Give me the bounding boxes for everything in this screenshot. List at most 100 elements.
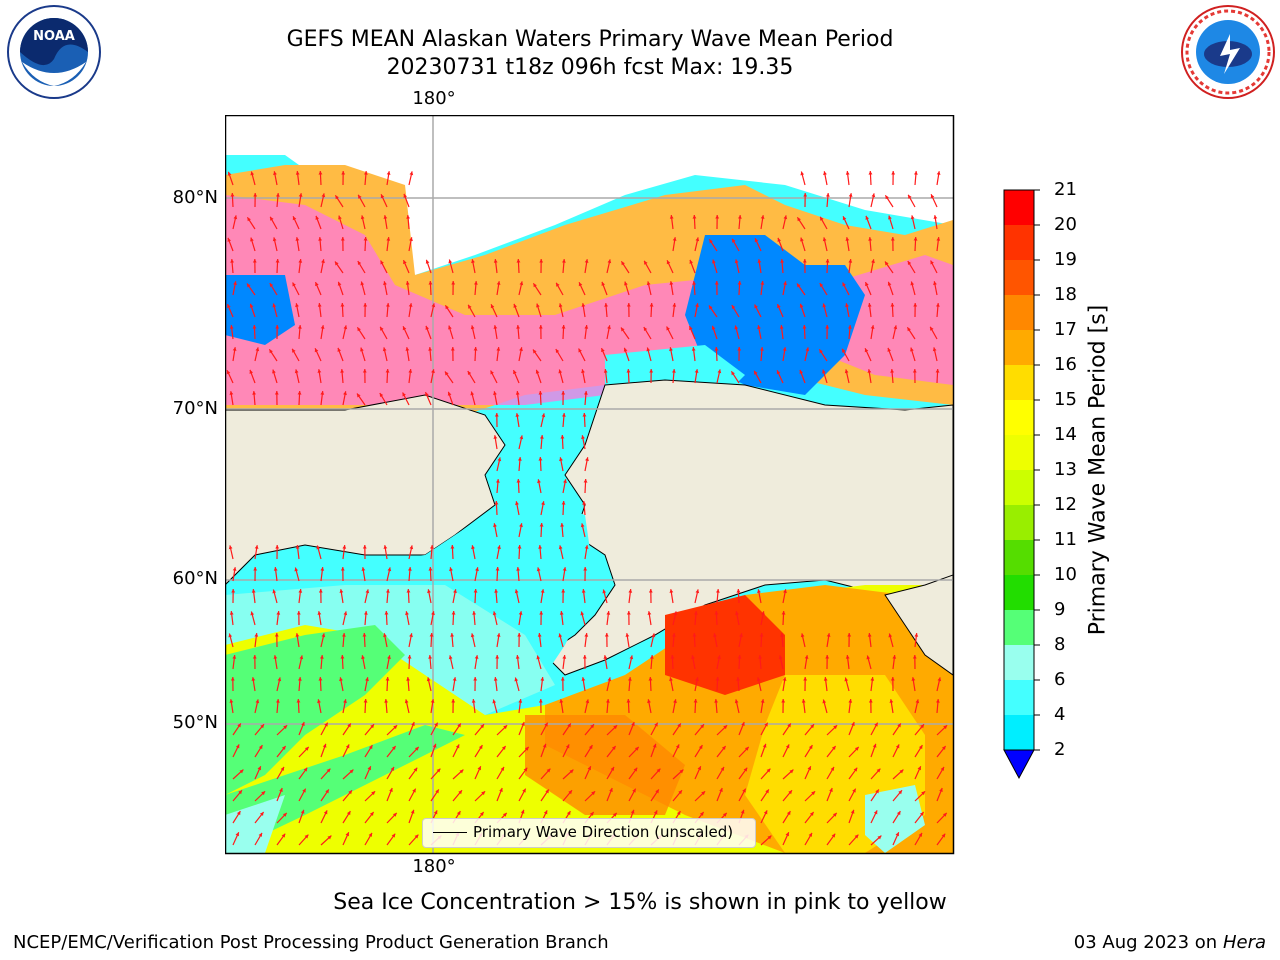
wave-arrow-head bbox=[609, 788, 613, 792]
wave-arrow-head bbox=[348, 790, 352, 795]
canada-land bbox=[884, 574, 953, 676]
wave-arrow-head bbox=[317, 303, 322, 307]
wave-arrow-head bbox=[539, 523, 544, 527]
wave-arrow-head bbox=[562, 567, 567, 571]
wave-arrow-head bbox=[273, 567, 278, 571]
wave-arrow-head bbox=[561, 391, 566, 395]
siberia-land bbox=[225, 394, 506, 586]
wave-arrow-head bbox=[737, 347, 742, 351]
wave-arrow-head bbox=[521, 722, 525, 726]
wave-arrow-head bbox=[672, 237, 677, 241]
wave-arrow-head bbox=[558, 369, 563, 374]
wave-arrow-head bbox=[914, 633, 919, 637]
wave-arrow-head bbox=[541, 501, 545, 506]
wave-arrow-head bbox=[296, 611, 301, 615]
wave-arrow-head bbox=[584, 545, 589, 549]
wave-arrow-head bbox=[514, 677, 519, 682]
wave-arrow-head bbox=[907, 327, 911, 332]
wave-arrow-head bbox=[493, 677, 498, 681]
wave-arrow-head bbox=[885, 195, 889, 200]
wave-arrow-head bbox=[409, 237, 413, 242]
wave-arrow-head bbox=[675, 744, 680, 749]
wave-arrow-head bbox=[744, 746, 749, 751]
wave-arrow-head bbox=[494, 589, 498, 593]
wave-arrow-head bbox=[910, 347, 914, 352]
wave-arrow-head bbox=[317, 699, 321, 704]
wave-arrow-head bbox=[493, 259, 498, 263]
wave-arrow-head bbox=[477, 766, 481, 771]
wave-arrow-head bbox=[428, 567, 433, 571]
wave-arrow-head bbox=[808, 745, 813, 750]
wave-arrow-head bbox=[917, 766, 921, 771]
wave-arrow-head bbox=[342, 545, 347, 549]
wave-arrow-head bbox=[540, 435, 544, 439]
wave-arrow-head bbox=[678, 790, 682, 795]
wave-arrow-head bbox=[538, 699, 543, 703]
wave-arrow-head bbox=[386, 589, 390, 593]
wave-arrow-head bbox=[425, 259, 430, 264]
wave-arrow-head bbox=[298, 259, 303, 263]
wave-arrow-head bbox=[360, 215, 365, 220]
wave-arrow-head bbox=[340, 237, 345, 241]
wave-arrow-head bbox=[228, 633, 233, 638]
wave-arrow-head bbox=[542, 743, 547, 748]
wave-arrow-head bbox=[339, 677, 343, 682]
wave-arrow-head bbox=[538, 545, 542, 549]
wave-arrow-head bbox=[867, 369, 872, 373]
wave-arrow-head bbox=[282, 812, 287, 817]
wave-arrow-head bbox=[692, 215, 697, 219]
wave-arrow-head bbox=[430, 545, 434, 549]
wave-arrow-head bbox=[346, 811, 351, 816]
wave-arrow-head bbox=[754, 370, 758, 375]
wave-arrow-head bbox=[854, 834, 859, 839]
wave-arrow-head bbox=[516, 259, 521, 263]
wave-arrow-head bbox=[562, 413, 566, 417]
wave-arrow-head bbox=[911, 677, 916, 681]
wave-arrow-head bbox=[610, 766, 614, 771]
wave-arrow-head bbox=[428, 655, 432, 659]
wave-arrow-head bbox=[314, 348, 319, 353]
wave-arrow-head bbox=[519, 435, 524, 440]
wave-arrow-head bbox=[714, 699, 718, 703]
colorbar-segment bbox=[1004, 575, 1034, 610]
wave-arrow-head bbox=[538, 325, 543, 329]
chart-title: GEFS MEAN Alaskan Waters Primary Wave Me… bbox=[286, 27, 894, 52]
wave-arrow-head bbox=[561, 589, 566, 593]
colorbar-tick-label: 21 bbox=[1054, 179, 1077, 200]
wave-arrow-head bbox=[890, 677, 895, 681]
wave-arrow-head bbox=[545, 789, 549, 794]
wave-arrow-head bbox=[877, 835, 882, 840]
wave-arrow-head bbox=[315, 215, 319, 220]
wave-arrow-head bbox=[393, 725, 398, 730]
wave-arrow-head bbox=[252, 655, 257, 659]
wave-arrow-head bbox=[646, 347, 651, 352]
wave-arrow-head bbox=[275, 545, 280, 549]
wave-arrow-head bbox=[357, 393, 361, 398]
wave-arrow-head bbox=[558, 303, 563, 308]
wave-arrow-head bbox=[250, 611, 255, 616]
wave-arrow-head bbox=[714, 281, 719, 285]
wave-arrow-head bbox=[623, 347, 628, 352]
footer-date-text: 03 Aug 2023 on bbox=[1073, 932, 1218, 953]
wave-arrow-head bbox=[473, 589, 478, 593]
wave-arrow-head bbox=[669, 281, 674, 285]
wave-arrow-head bbox=[321, 259, 325, 264]
wave-arrow-head bbox=[379, 393, 384, 397]
colorbar-tick-label: 12 bbox=[1054, 494, 1077, 515]
wave-arrow-head bbox=[516, 479, 521, 483]
wave-arrow-head bbox=[318, 677, 323, 681]
wave-arrow-head bbox=[845, 303, 849, 308]
wave-arrow-head bbox=[403, 260, 407, 265]
wave-arrow-head bbox=[406, 215, 410, 219]
wave-arrow-head bbox=[695, 589, 700, 594]
wave-arrow-head bbox=[232, 567, 237, 571]
wave-arrow-head bbox=[230, 259, 234, 263]
wave-arrow-head bbox=[391, 746, 396, 750]
wave-arrow-head bbox=[895, 744, 900, 749]
wave-arrow-head bbox=[497, 545, 501, 550]
wave-arrow-head bbox=[519, 281, 524, 286]
wave-arrow-head bbox=[342, 633, 346, 637]
wave-arrow-head bbox=[226, 370, 231, 375]
colorbar-tick-label: 18 bbox=[1054, 284, 1077, 305]
wave-arrow-head bbox=[560, 523, 564, 527]
